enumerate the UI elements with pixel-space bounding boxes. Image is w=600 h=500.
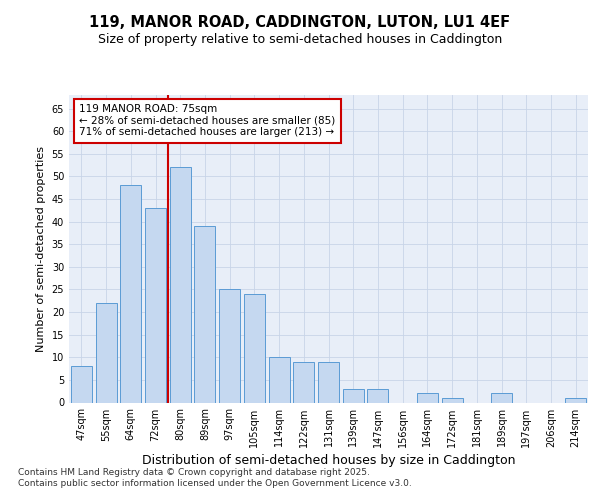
Bar [293, 362, 314, 403]
Bar [318, 362, 339, 403]
Bar [417, 394, 438, 402]
Bar [71, 366, 92, 402]
Bar [367, 389, 388, 402]
Bar [244, 294, 265, 403]
Text: Size of property relative to semi-detached houses in Caddington: Size of property relative to semi-detach… [98, 34, 502, 46]
Bar [145, 208, 166, 402]
Bar [120, 186, 141, 402]
Text: Contains HM Land Registry data © Crown copyright and database right 2025.
Contai: Contains HM Land Registry data © Crown c… [18, 468, 412, 487]
Text: 119, MANOR ROAD, CADDINGTON, LUTON, LU1 4EF: 119, MANOR ROAD, CADDINGTON, LUTON, LU1 … [89, 15, 511, 30]
Bar [170, 168, 191, 402]
Bar [343, 389, 364, 402]
Bar [194, 226, 215, 402]
Bar [491, 394, 512, 402]
Bar [442, 398, 463, 402]
Bar [219, 290, 240, 403]
X-axis label: Distribution of semi-detached houses by size in Caddington: Distribution of semi-detached houses by … [142, 454, 515, 466]
Bar [269, 358, 290, 403]
Text: 119 MANOR ROAD: 75sqm
← 28% of semi-detached houses are smaller (85)
71% of semi: 119 MANOR ROAD: 75sqm ← 28% of semi-deta… [79, 104, 335, 138]
Bar [95, 303, 116, 402]
Bar [565, 398, 586, 402]
Y-axis label: Number of semi-detached properties: Number of semi-detached properties [36, 146, 46, 352]
